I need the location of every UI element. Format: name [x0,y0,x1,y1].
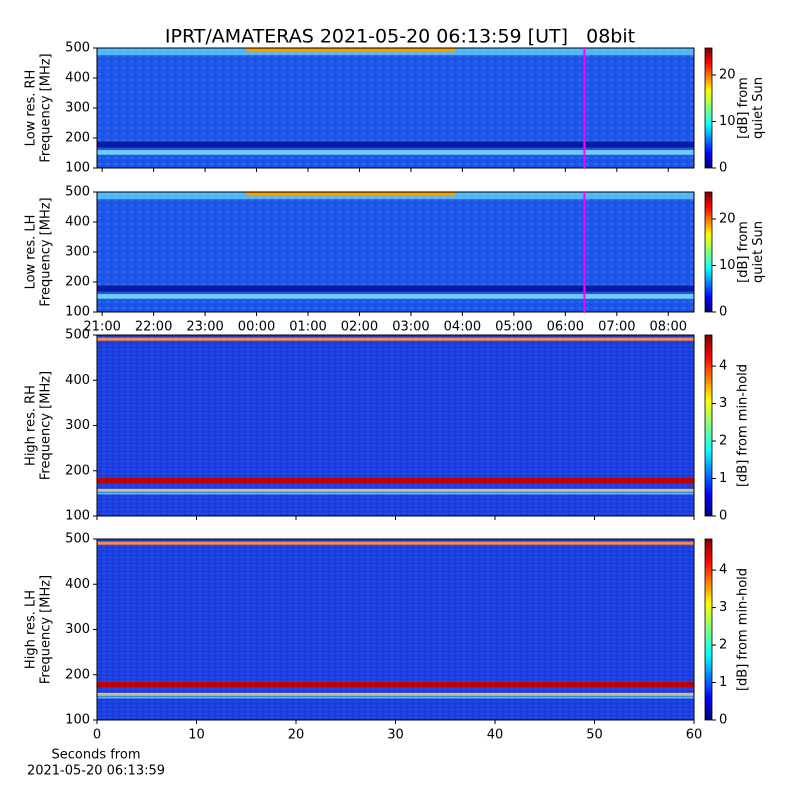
x-tick-label: 08:00 [650,320,687,335]
spectrogram [97,192,694,312]
colorbar-tick-label: 2 [719,434,727,449]
spectrogram-band [246,48,456,53]
spectrogram [97,48,694,168]
colorbar-tick-label: 10 [719,114,736,129]
colorbar-label: [dB] from min-hold [736,364,751,487]
y-tick-label: 300 [65,418,90,433]
y-tick-label: 400 [65,215,90,230]
spectrogram-band [97,150,694,155]
x-tick-label: 50 [586,728,603,743]
x-tick-label: 02:00 [341,320,378,335]
colorbar-tick-label: 0 [719,509,727,524]
colorbar-label: [dB] from min-hold [736,568,751,691]
x-tick-label: 60 [686,728,703,743]
colorbar-tick-label: 1 [719,675,727,690]
spectrogram-band [246,192,456,197]
spectrogram-band [97,492,694,495]
y-tick-label: 100 [65,713,90,728]
colorbar-tick-label: 10 [719,258,736,273]
y-tick-label: 300 [65,101,90,116]
colorbar-label: quiet Sun [751,77,766,139]
spectrogram-band [97,488,694,492]
y-tick-label: 200 [65,275,90,290]
x-tick-label: 22:00 [135,320,172,335]
spectrogram-band [97,337,694,341]
spectrogram-band [97,477,694,483]
x-axis-label: 2021-05-20 06:13:59 [27,764,165,779]
colorbar [704,191,713,313]
y-tick-label: 500 [65,185,90,200]
spectrogram-band [97,692,694,696]
y-tick-label: 100 [65,509,90,524]
y-tick-label: 400 [65,373,90,388]
y-tick-label: 400 [65,71,90,86]
colorbar-label: [dB] from [736,221,751,283]
x-tick-label: 05:00 [495,320,532,335]
x-tick-label: 03:00 [392,320,429,335]
colorbar [704,47,713,169]
x-tick-label: 23:00 [186,320,223,335]
x-tick-label: 06:00 [547,320,584,335]
colorbar-tick-label: 1 [719,471,727,486]
y-tick-label: 200 [65,131,90,146]
y-axis-label: Frequency [MHz] [39,197,54,306]
x-tick-label: 00:00 [238,320,275,335]
y-axis-label: Frequency [MHz] [39,371,54,480]
spectrogram-band [97,541,694,545]
colorbar-label: quiet Sun [751,221,766,283]
y-axis-label: High res. RH [24,385,39,466]
spectrogram-band [97,696,694,699]
y-tick-label: 500 [65,328,90,343]
colorbar-tick-label: 0 [719,305,727,320]
x-tick-label: 40 [487,728,504,743]
y-axis-label: High res. LH [24,590,39,669]
colorbar-tick-label: 4 [719,563,727,578]
colorbar [704,334,713,517]
x-tick-label: 21:00 [83,320,120,335]
y-axis-label: Frequency [MHz] [39,53,54,162]
x-tick-label: 10 [188,728,205,743]
y-tick-label: 300 [65,245,90,260]
spectrogram-band [97,681,694,687]
y-tick-label: 500 [65,41,90,56]
chart-title: IPRT/AMATERAS 2021-05-20 06:13:59 [UT] 0… [165,26,635,48]
y-tick-label: 200 [65,667,90,682]
colorbar-tick-label: 3 [719,396,727,411]
colorbar-tick-label: 0 [719,713,727,728]
colorbar-tick-label: 4 [719,359,727,374]
y-tick-label: 100 [65,161,90,176]
colorbar-tick-label: 0 [719,161,727,176]
y-axis-label: Frequency [MHz] [39,575,54,684]
y-tick-label: 500 [65,532,90,547]
colorbar-tick-label: 2 [719,638,727,653]
spectrogram [97,539,694,720]
colorbar [704,538,713,721]
spectrogram-band [97,294,694,299]
x-tick-label: 20 [288,728,305,743]
colorbar-tick-label: 3 [719,600,727,615]
y-axis-label: Low res. RH [24,70,39,147]
x-tick-label: 30 [387,728,404,743]
y-axis-label: Low res. LH [24,215,39,290]
x-tick-label: 0 [93,728,101,743]
y-tick-label: 400 [65,577,90,592]
colorbar-tick-label: 20 [719,67,736,82]
y-tick-label: 300 [65,622,90,637]
x-tick-label: 07:00 [598,320,635,335]
y-tick-label: 100 [65,305,90,320]
x-axis-label: Seconds from [51,748,140,763]
spectrogram [97,335,694,516]
y-tick-label: 200 [65,463,90,478]
spectrogram-band [97,285,694,292]
spectrogram-band [97,141,694,148]
x-tick-label: 01:00 [289,320,326,335]
colorbar-label: [dB] from [736,77,751,139]
colorbar-tick-label: 20 [719,211,736,226]
x-tick-label: 04:00 [444,320,481,335]
